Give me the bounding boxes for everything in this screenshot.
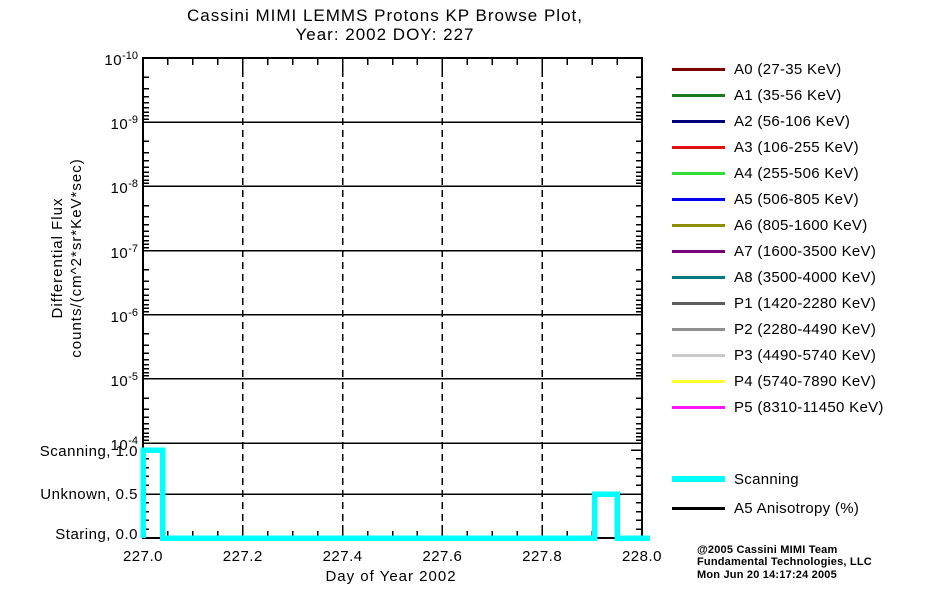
x-tick-label: 227.8	[522, 548, 563, 565]
legend-label: P1 (1420-2280 KeV)	[734, 294, 877, 312]
legend-line-swatch	[672, 145, 725, 149]
chart-title-line1: Cassini MIMI LEMMS Protons KP Browse Plo…	[187, 6, 583, 25]
y-axis-title-line1: Differential Flux	[49, 197, 66, 319]
legend-item-a7: A7 (1600-3500 KeV)	[672, 238, 942, 264]
credit-block: @2005 Cassini MIMI Team Fundamental Tech…	[697, 544, 947, 581]
legend-label: P3 (4490-5740 KeV)	[734, 346, 877, 364]
x-tick-label: 227.2	[222, 548, 263, 565]
x-tick-label: 228.0	[621, 548, 663, 565]
state-axis-label-unknown: Unknown, 0.5	[40, 486, 138, 503]
x-tick-label: 227.0	[122, 548, 164, 565]
legend-item-a8: A8 (3500-4000 KeV)	[672, 264, 942, 290]
legend-item-p3: P3 (4490-5740 KeV)	[672, 342, 942, 368]
legend-item-p4: P4 (5740-7890 KeV)	[672, 368, 942, 394]
legend-item-a6: A6 (805-1600 KeV)	[672, 212, 942, 238]
x-tick-label: 227.4	[322, 548, 363, 565]
credit-line3: Mon Jun 20 14:17:24 2005	[697, 568, 837, 581]
scanning-legend-label: Scanning	[734, 470, 799, 488]
legend-line-swatch	[672, 171, 725, 175]
legend-line-swatch	[672, 249, 725, 253]
legend-item-p1: P1 (1420-2280 KeV)	[672, 290, 942, 316]
legend-label: A5 (506-805 KeV)	[734, 190, 859, 208]
legend-label: P5 (8310-11450 KeV)	[734, 398, 884, 416]
legend-line-swatch	[672, 223, 725, 227]
x-axis-title: Day of Year 2002	[325, 568, 457, 585]
legend-item-a1: A1 (35-56 KeV)	[672, 82, 942, 108]
y-tick-label: 10-9	[110, 114, 138, 134]
legend-line-swatch	[672, 119, 725, 123]
legend-label: P4 (5740-7890 KeV)	[734, 372, 877, 390]
anisotropy-legend-label: A5 Anisotropy (%)	[734, 499, 860, 517]
legend-item-a2: A2 (56-106 KeV)	[672, 108, 942, 134]
legend-line-swatch	[672, 301, 725, 305]
legend-line-swatch	[672, 327, 725, 331]
plot-border	[142, 57, 643, 539]
x-tick-label: 227.6	[422, 548, 463, 565]
legend-item-scanning: Scanning	[672, 466, 942, 492]
legend-line-swatch	[672, 67, 725, 71]
y-tick-label: 10-8	[110, 178, 138, 198]
scanning-legend-line	[672, 476, 725, 482]
scanning-state-line	[140, 447, 650, 541]
legend-item-p5: P5 (8310-11450 KeV)	[672, 394, 942, 420]
state-axis-label-scanning: Scanning, 1.0	[39, 443, 138, 460]
credit-line2: Fundamental Technologies, LLC	[697, 556, 872, 569]
legend-line-swatch	[672, 275, 725, 279]
chart-title: Cassini MIMI LEMMS Protons KP Browse Plo…	[95, 6, 675, 44]
channel-legend: A0 (27-35 KeV) A1 (35-56 KeV) A2 (56-106 K…	[672, 56, 942, 420]
legend-label: A8 (3500-4000 KeV)	[734, 268, 877, 286]
legend-item-a4: A4 (255-506 KeV)	[672, 160, 942, 186]
y-tick-label: 10-7	[110, 242, 138, 262]
legend-label: A4 (255-506 KeV)	[734, 164, 859, 182]
legend-item-p2: P2 (2280-4490 KeV)	[672, 316, 942, 342]
anisotropy-legend-line	[672, 506, 725, 510]
legend-label: A3 (106-255 KeV)	[734, 138, 859, 156]
y-tick-label: 10-4	[110, 435, 138, 454]
legend-line-swatch	[672, 197, 725, 201]
legend-line-swatch	[672, 405, 725, 409]
legend-item-a3: A3 (106-255 KeV)	[672, 134, 942, 160]
legend-label: A2 (56-106 KeV)	[734, 112, 851, 130]
chart-title-line2: Year: 2002 DOY: 227	[295, 25, 475, 44]
legend-line-swatch	[672, 93, 725, 97]
legend-label: A7 (1600-3500 KeV)	[734, 242, 877, 260]
y-tick-label: 10-6	[110, 306, 138, 326]
legend-label: A1 (35-56 KeV)	[734, 86, 842, 104]
legend-label: P2 (2280-4490 KeV)	[734, 320, 877, 338]
legend-item-a0: A0 (27-35 KeV)	[672, 56, 942, 82]
legend-item-a5-anisotropy: A5 Anisotropy (%)	[672, 495, 942, 521]
credit-line1: @2005 Cassini MIMI Team	[697, 544, 838, 556]
y-tick-label: 10-5	[110, 370, 138, 390]
legend-label: A6 (805-1600 KeV)	[734, 216, 868, 234]
legend-item-a5: A5 (506-805 KeV)	[672, 186, 942, 212]
legend-line-swatch	[672, 379, 725, 383]
legend-line-swatch	[672, 353, 725, 357]
y-tick-label: 10-10	[104, 50, 138, 69]
state-axis-label-staring: Staring, 0.0	[55, 526, 138, 543]
legend-label: A0 (27-35 KeV)	[734, 60, 842, 78]
